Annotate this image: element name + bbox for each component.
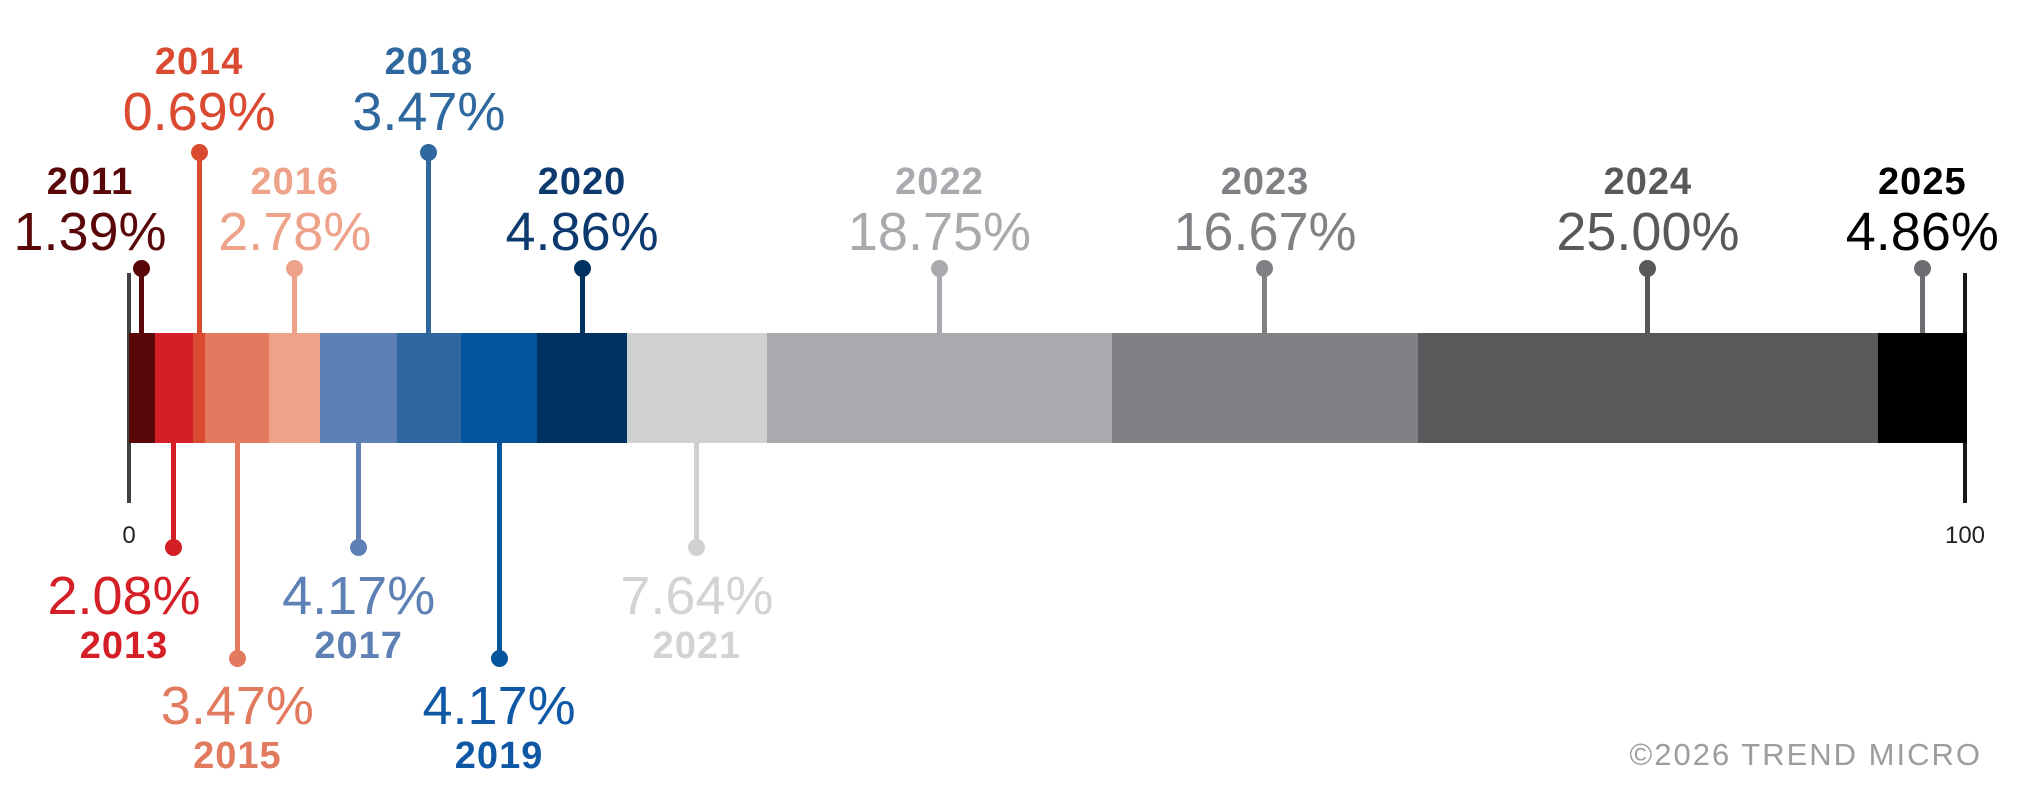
leader-dot-2019	[490, 649, 508, 667]
leader-dot-2022	[930, 259, 948, 277]
data-label-2023: 2023 16.67%	[1065, 160, 1465, 260]
data-label-2011: 2011 1.39%	[0, 160, 290, 260]
data-label-2022: 2022 18.75%	[739, 160, 1139, 260]
data-label-2014: 2014 0.69%	[0, 40, 399, 140]
year-label: 2014	[154, 41, 244, 83]
leader-stem-2014	[196, 152, 202, 333]
bar-segment-2025	[1877, 333, 1967, 443]
bar-segment-2019	[460, 333, 538, 443]
value-label: 7.64%	[620, 566, 774, 626]
value-label: 4.86%	[1845, 202, 1999, 262]
data-label-2013: 2.08% 2013	[0, 568, 324, 668]
data-label-2025: 2025 4.86%	[1722, 160, 2024, 260]
value-label: 16.67%	[1173, 202, 1357, 262]
value-label: 4.17%	[422, 676, 576, 736]
leader-stem-2023	[1262, 268, 1268, 333]
data-label-2020: 2020 4.86%	[382, 160, 782, 260]
leader-stem-2016	[292, 268, 298, 333]
leader-stem-2018	[426, 152, 432, 333]
bar-segment-2021	[626, 333, 768, 443]
value-label: 2.78%	[218, 202, 372, 262]
leader-dot-2015	[228, 649, 246, 667]
year-label: 2013	[79, 625, 169, 667]
leader-stem-2024	[1645, 268, 1651, 333]
year-label: 2017	[314, 625, 403, 667]
bar-segment-2015	[205, 333, 270, 443]
leader-dot-2018	[420, 143, 438, 161]
bar-segment-2023	[1111, 333, 1419, 443]
bar-segment-2014	[192, 333, 206, 443]
value-label: 3.47%	[160, 676, 314, 736]
year-label: 2019	[454, 735, 544, 777]
bar-segment-2016	[269, 333, 321, 443]
bar-segment-2011	[129, 333, 155, 443]
bar-segment-2013	[154, 333, 193, 443]
leader-stem-2013	[171, 443, 177, 547]
data-label-2016: 2016 2.78%	[95, 160, 495, 260]
leader-stem-2015	[234, 443, 240, 658]
year-label: 2022	[895, 161, 984, 203]
data-label-2017: 4.17% 2017	[159, 568, 559, 668]
leader-dot-2024	[1639, 259, 1657, 277]
year-label: 2011	[46, 161, 134, 203]
leader-dot-2013	[165, 538, 183, 556]
leader-dot-2023	[1256, 259, 1274, 277]
axis-label-min: 0	[122, 522, 136, 549]
axis-label-max: 100	[1944, 522, 1986, 549]
year-label: 2023	[1220, 161, 1310, 203]
bar-segment-2017	[320, 333, 397, 443]
leader-dot-2016	[286, 259, 304, 277]
year-label: 2015	[193, 735, 282, 777]
data-label-2018: 2018 3.47%	[229, 40, 629, 140]
copyright-text: ©2026 TREND MICRO	[1629, 737, 1982, 772]
bar-segment-2020	[537, 333, 627, 443]
data-label-2019: 4.17% 2019	[299, 678, 699, 778]
leader-dot-2020	[573, 259, 591, 277]
value-label: 2.08%	[47, 566, 201, 626]
bar-segment-2018	[396, 333, 461, 443]
value-label: 18.75%	[847, 202, 1032, 262]
data-label-2015: 3.47% 2015	[37, 678, 437, 778]
bar-segment-2024	[1418, 333, 1878, 443]
data-label-2024: 2024 25.00%	[1448, 160, 1848, 260]
leader-dot-2011	[133, 259, 151, 277]
stacked-bar	[129, 333, 1967, 443]
year-label: 2021	[652, 625, 742, 667]
bar-segment-2022	[767, 333, 1112, 443]
year-label: 2016	[250, 161, 340, 203]
leader-dot-2021	[688, 538, 706, 556]
leader-dot-2017	[350, 538, 368, 556]
data-label-2021: 7.64% 2021	[497, 568, 897, 668]
leader-dot-2025	[1913, 259, 1931, 277]
value-label: 3.47%	[352, 82, 506, 142]
year-label: 2020	[537, 161, 627, 203]
leader-stem-2020	[579, 268, 585, 333]
year-label: 2018	[384, 41, 474, 83]
year-label: 2024	[1603, 161, 1693, 203]
value-label: 25.00%	[1556, 202, 1740, 262]
value-label: 1.39%	[13, 202, 167, 262]
year-label: 2025	[1878, 161, 1967, 203]
leader-stem-2022	[936, 268, 942, 333]
leader-stem-2011	[139, 268, 145, 333]
leader-stem-2019	[496, 443, 502, 658]
value-label: 4.17%	[282, 566, 436, 626]
value-label: 0.69%	[122, 82, 276, 142]
leader-dot-2014	[190, 143, 208, 161]
leader-stem-2025	[1919, 268, 1925, 333]
value-label: 4.86%	[505, 202, 659, 262]
leader-stem-2021	[694, 443, 700, 547]
leader-stem-2017	[356, 443, 362, 547]
